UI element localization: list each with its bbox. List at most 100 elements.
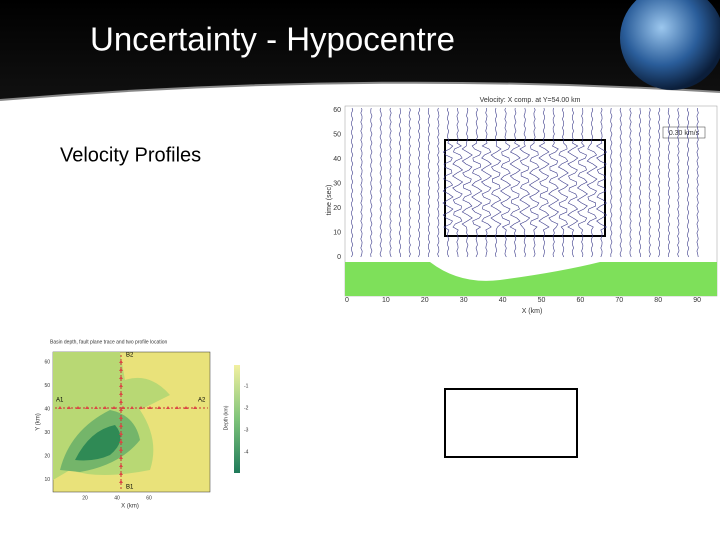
trace [379, 107, 382, 258]
station [112, 406, 116, 409]
y-tick-label: 30 [333, 180, 341, 187]
x-tick-label: 10 [382, 297, 390, 304]
map-y-tick: 20 [44, 453, 50, 459]
map-x-tick: 40 [114, 495, 120, 501]
trace [567, 107, 579, 258]
x-tick-label: 70 [615, 297, 623, 304]
map-title: Basin depth, fault plane trace and two p… [50, 339, 168, 345]
trace [427, 107, 430, 258]
station [157, 406, 161, 409]
x-axis-label: X (km) [522, 308, 543, 315]
station [119, 464, 123, 467]
trace [452, 108, 464, 258]
trace [548, 107, 560, 258]
station [119, 432, 123, 435]
station [119, 440, 123, 443]
map-figure: Basin depth, fault plane trace and two p… [36, 335, 249, 510]
seismogram-title: Velocity: X comp. at Y=54.00 km [480, 97, 581, 104]
map-x-tick: 60 [146, 495, 152, 501]
trace [442, 107, 454, 258]
station [121, 406, 125, 409]
empty-box [444, 388, 578, 458]
colorbar [234, 365, 240, 473]
map-y-label: Y (km) [36, 413, 42, 431]
station [130, 406, 134, 409]
x-tick-label: 20 [421, 297, 429, 304]
y-tick-label: 60 [333, 107, 341, 114]
trace [519, 107, 531, 258]
station [103, 406, 107, 409]
station [76, 406, 80, 409]
header-edge [0, 81, 720, 101]
map-y-tick: 10 [44, 477, 50, 483]
trace [408, 107, 411, 258]
trace [648, 107, 651, 258]
map-y-tick: 60 [44, 359, 50, 365]
station [67, 406, 71, 409]
map-x-label: X (km) [121, 504, 139, 510]
x-tick-label: 40 [499, 297, 507, 304]
station [193, 406, 197, 409]
y-axis-label: time (sec) [326, 185, 333, 216]
header-band [0, 0, 720, 100]
station [119, 408, 123, 411]
trace [696, 107, 699, 258]
basin-profile [345, 262, 717, 296]
colorbar-tick: -3 [244, 427, 249, 433]
trace [677, 107, 680, 258]
station [119, 472, 123, 475]
trace [461, 107, 473, 258]
trace [509, 107, 521, 258]
station [184, 406, 188, 409]
profile-marker: A1 [56, 398, 64, 404]
station [119, 456, 123, 459]
trace [490, 107, 502, 258]
map-y-tick: 40 [44, 406, 50, 412]
y-tick-label: 10 [333, 229, 341, 236]
colorbar-tick: -4 [244, 449, 249, 455]
trace [389, 107, 392, 258]
map-y-tick: 30 [44, 430, 50, 436]
trace [686, 107, 690, 258]
slide-title: Uncertainty - Hypocentre [90, 21, 455, 58]
trace [418, 107, 421, 258]
station [166, 406, 170, 409]
x-tick-label: 0 [345, 297, 349, 304]
trace [398, 107, 401, 257]
colorbar-tick: -1 [244, 383, 249, 389]
station [148, 406, 152, 409]
trace [500, 107, 512, 258]
trace [351, 107, 354, 258]
trace [667, 108, 670, 258]
station [94, 406, 98, 409]
trace [576, 107, 588, 258]
trace [437, 107, 440, 258]
profile-marker: B1 [126, 485, 134, 491]
contour [75, 425, 121, 461]
station [119, 384, 123, 387]
station [119, 400, 123, 403]
station [119, 416, 123, 419]
trace [658, 107, 661, 258]
x-tick-label: 60 [577, 297, 585, 304]
trace [610, 107, 613, 258]
trace [528, 107, 540, 258]
trace [360, 107, 363, 258]
scale-box [662, 126, 706, 139]
x-tick-label: 90 [693, 297, 701, 304]
station [119, 368, 123, 371]
trace [480, 107, 492, 258]
y-tick-label: 20 [333, 205, 341, 212]
station [85, 406, 89, 409]
station [119, 360, 123, 363]
colorbar-tick: -2 [244, 405, 249, 411]
trace [638, 107, 641, 257]
heading: Velocity Profiles [60, 144, 201, 166]
trace [596, 107, 608, 258]
station [119, 480, 123, 483]
x-tick-label: 30 [460, 297, 468, 304]
station [58, 406, 62, 409]
y-tick-label: 0 [337, 254, 341, 261]
